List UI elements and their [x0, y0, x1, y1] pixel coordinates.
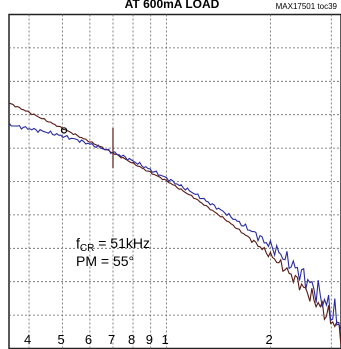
x-tick-label: 7 — [108, 332, 115, 347]
marker-group — [60, 127, 114, 169]
x-tick-label: 9 — [146, 332, 153, 347]
x-tick-label: 6 — [85, 332, 92, 347]
annotation-crossover-frequency: fCR = 51kHz — [76, 235, 150, 254]
x-tick-label: 1 — [161, 332, 168, 347]
series-line-2 — [8, 122, 341, 331]
x-tick-label: 5 — [58, 332, 65, 347]
chart-title-partial: AT 600mA LOAD — [125, 0, 220, 11]
x-tick-label: 8 — [128, 332, 135, 347]
reference-code: MAX17501 toc39 — [276, 2, 338, 11]
series-group — [8, 102, 341, 347]
series-line-1 — [8, 102, 341, 347]
grid — [9, 14, 341, 349]
x-tick-label: 2 — [265, 332, 272, 347]
x-tick-label: 4 — [24, 332, 31, 347]
marker-crossover — [60, 127, 68, 134]
annotation-phase-margin: PM = 55° — [76, 253, 134, 269]
